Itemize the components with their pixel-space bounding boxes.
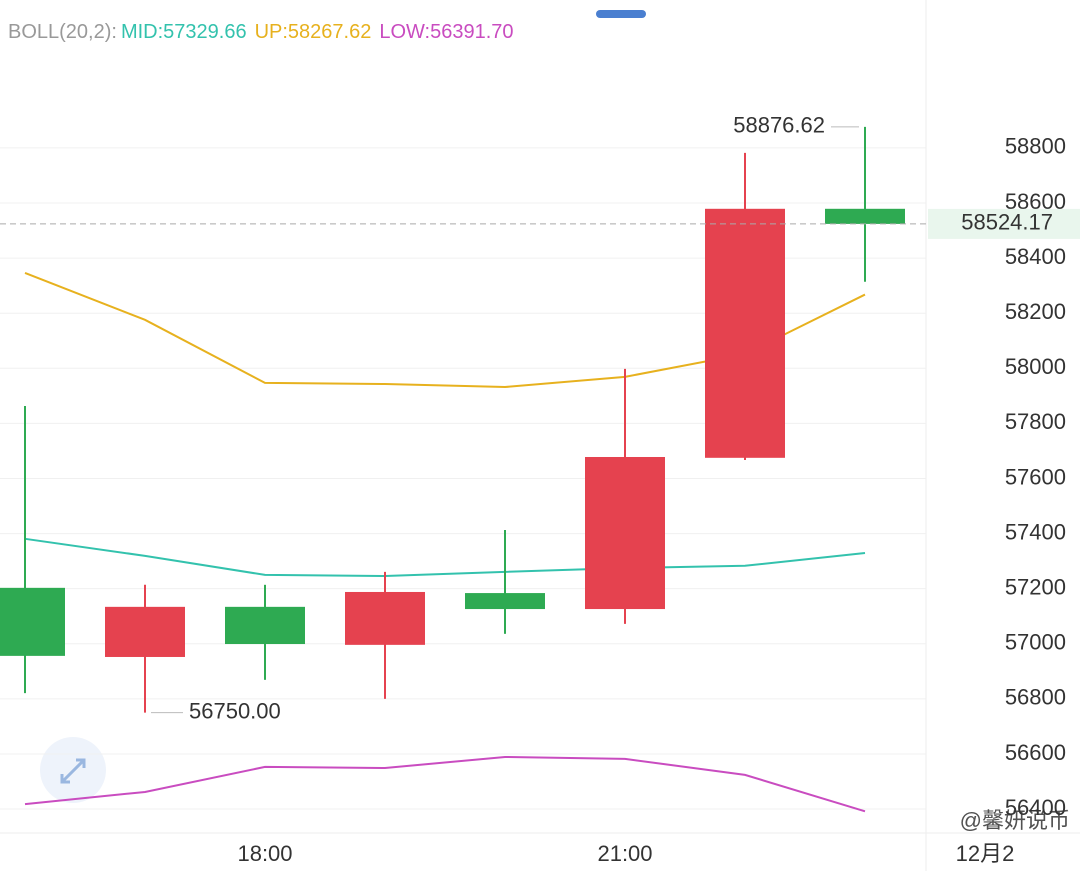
- low-label: LOW:56391.70: [379, 21, 513, 43]
- x-tick-label: 21:00: [597, 841, 652, 866]
- candle-body: [825, 208, 905, 224]
- y-tick-label: 58400: [1005, 244, 1066, 269]
- y-tick-label: 56400: [1005, 795, 1066, 820]
- x-tick-label: 18:00: [237, 841, 292, 866]
- tab-indicator: [596, 10, 646, 18]
- boll-line: [24, 755, 866, 813]
- candle-body: [585, 456, 665, 610]
- x-tick-label: 12月2: [956, 841, 1015, 866]
- expand-button[interactable]: [40, 737, 106, 803]
- y-tick-label: 56800: [1005, 685, 1066, 710]
- y-tick-label: 57400: [1005, 519, 1066, 544]
- current-price-label: 58524.17: [961, 210, 1053, 235]
- candle-body: [225, 606, 305, 645]
- y-tick-label: 56600: [1005, 740, 1066, 765]
- boll-header: BOLL(20,2): MID:57329.66 UP:58267.62 LOW:56…: [8, 21, 514, 43]
- up-label: UP:58267.62: [255, 21, 372, 43]
- annotation-label: 56750.00: [189, 698, 281, 723]
- y-tick-label: 57800: [1005, 409, 1066, 434]
- y-tick-label: 58200: [1005, 299, 1066, 324]
- y-tick-label: 57600: [1005, 464, 1066, 489]
- candle-body: [345, 591, 425, 645]
- y-tick-label: 57200: [1005, 574, 1066, 599]
- boll-line: [24, 537, 866, 577]
- candle-body: [705, 208, 785, 458]
- y-tick-label: 57000: [1005, 630, 1066, 655]
- candle-body: [465, 593, 545, 610]
- candle-body: [0, 587, 65, 656]
- annotation-label: 58876.62: [733, 113, 825, 138]
- mid-label: MID:57329.66: [121, 21, 247, 43]
- current-price-box: [928, 208, 1080, 239]
- candle-body: [105, 606, 185, 657]
- y-tick-label: 58000: [1005, 354, 1066, 379]
- watermark: @馨妍说币: [960, 808, 1070, 833]
- indicator-label: BOLL(20,2):: [8, 21, 117, 43]
- y-tick-label: 58800: [1005, 134, 1066, 159]
